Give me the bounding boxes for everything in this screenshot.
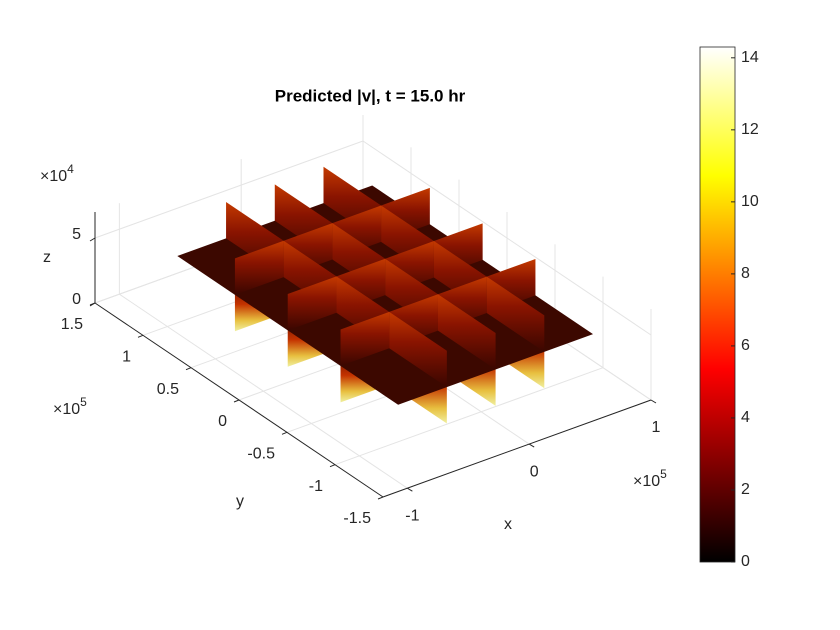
yexponent-label: ×105 [53, 395, 87, 418]
x-tick [650, 399, 657, 404]
slice-upper [486, 276, 545, 352]
chart-title: Predicted |v|, t = 15.0 hr [275, 86, 466, 105]
y-tick-label: -1 [309, 478, 323, 495]
y-tick [281, 431, 288, 435]
slice-upper [287, 276, 337, 331]
zexponent-label: ×104 [40, 162, 74, 185]
colorbar-tick-label: 8 [741, 265, 750, 282]
x-axis [382, 399, 652, 498]
y-axis-label: y [236, 493, 244, 510]
colorbar-tick-label: 14 [741, 49, 759, 66]
colorbar-tick-label: 6 [741, 337, 750, 354]
y-tick [137, 334, 144, 338]
slice-upper [389, 311, 447, 388]
grid-line [334, 367, 604, 466]
z-tick-label: 0 [72, 291, 81, 308]
y-tick-label: 0.5 [157, 381, 179, 398]
y-tick [329, 464, 336, 468]
colorbar [699, 46, 736, 563]
xexponent-base: ×10 [633, 473, 660, 490]
x-tick-label: -1 [405, 507, 419, 524]
colorbar-tick-label: 4 [741, 409, 750, 426]
colorbar-tick-label: 10 [741, 193, 759, 210]
y-tick-label: 1 [122, 349, 131, 366]
colorbar-tick-label: 2 [741, 481, 750, 498]
xexponent-power: 5 [660, 467, 667, 481]
grid-line [94, 140, 364, 239]
x-axis-label: x [504, 516, 512, 533]
yexponent-power: 5 [80, 395, 87, 409]
y-tick-label: -1.5 [343, 510, 371, 527]
slice-upper [437, 294, 496, 370]
y-tick [377, 496, 384, 500]
xexponent-label: ×105 [633, 467, 667, 490]
y-tick [233, 399, 240, 403]
y-tick-label: 0 [218, 413, 227, 430]
colorbar-tick-label: 12 [741, 121, 759, 138]
zexponent-power: 4 [67, 162, 74, 176]
slice-upper [234, 240, 284, 295]
y-tick-label: 1.5 [61, 316, 83, 333]
grid-line [362, 140, 652, 336]
z-axis-label: z [43, 249, 51, 266]
z-tick [89, 302, 96, 307]
y-tick-label: -0.5 [247, 446, 275, 463]
x-tick-label: 1 [652, 419, 661, 436]
y-tick [185, 367, 192, 371]
z-tick-label: 5 [72, 226, 81, 243]
zexponent-base: ×10 [40, 168, 67, 185]
x-tick-label: 0 [530, 463, 539, 480]
slice-upper [340, 311, 390, 366]
colorbar-tick-label: 0 [741, 553, 750, 570]
yexponent-base: ×10 [53, 401, 80, 418]
x-tick [407, 487, 413, 492]
x-tick [528, 443, 535, 448]
z-tick [89, 237, 96, 242]
